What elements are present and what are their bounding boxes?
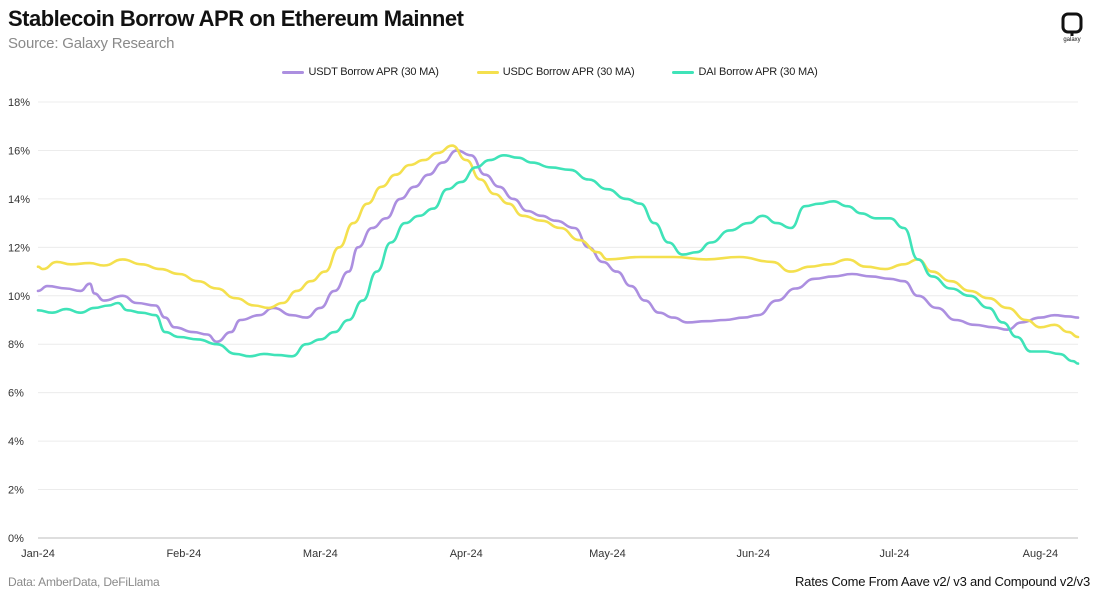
y-tick-label: 8% [8, 339, 24, 351]
series-line [36, 144, 1080, 339]
y-tick-label: 6% [8, 388, 24, 400]
legend-label: DAI Borrow APR (30 MA) [698, 66, 818, 78]
x-axis-tick-labels: Jan-24 Feb-24 Mar-24 Apr-24 May-24 Jun-24 Jul-… [21, 548, 1058, 560]
x-tick-label: Mar-24 [303, 548, 338, 560]
x-tick-label: Jan-24 [21, 548, 55, 560]
series-line [36, 149, 1080, 344]
y-tick-label: 18% [8, 97, 30, 109]
x-tick-label: Aug-24 [1023, 548, 1058, 560]
galaxy-logo-text: galaxy [1063, 37, 1081, 43]
y-tick-label: 2% [8, 485, 24, 497]
y-tick-label: 16% [8, 145, 30, 157]
y-tick-label: 10% [8, 291, 30, 303]
galaxy-logo: galaxy [1056, 12, 1088, 48]
legend-swatch [672, 70, 695, 74]
x-tick-label: Apr-24 [450, 548, 483, 560]
legend-item: USDT Borrow APR (30 MA) [282, 66, 439, 78]
series-line [36, 154, 1080, 365]
x-tick-label: Jul-24 [879, 548, 909, 560]
legend-swatch [282, 70, 305, 74]
y-tick-label: 12% [8, 242, 30, 254]
chart-legend: USDT Borrow APR (30 MA) USDC Borrow APR (… [0, 66, 1100, 78]
y-tick-label: 0% [8, 533, 24, 545]
legend-label: USDT Borrow APR (30 MA) [308, 66, 439, 78]
data-source-note: Data: AmberData, DeFiLlama [8, 575, 160, 589]
x-tick-label: Feb-24 [166, 548, 201, 560]
legend-swatch [476, 70, 499, 74]
y-axis-tick-labels: 0% 2% 4% 6% 8% 10% 12% 14% 16% 18% [8, 97, 30, 545]
rates-source-note: Rates Come From Aave v2/ v3 and Compound… [794, 574, 1090, 589]
legend-item: DAI Borrow APR (30 MA) [672, 66, 818, 78]
x-tick-label: May-24 [589, 548, 626, 560]
legend-label: USDC Borrow APR (30 MA) [502, 66, 635, 78]
chart-subtitle: Source: Galaxy Research [8, 35, 175, 52]
galaxy-logo-icon [1061, 12, 1083, 36]
x-tick-label: Jun-24 [736, 548, 770, 560]
y-tick-label: 14% [8, 194, 30, 206]
chart-series [36, 144, 1080, 365]
y-tick-label: 4% [8, 436, 24, 448]
legend-item: USDC Borrow APR (30 MA) [476, 66, 635, 78]
chart-title: Stablecoin Borrow APR on Ethereum Mainne… [8, 6, 464, 31]
